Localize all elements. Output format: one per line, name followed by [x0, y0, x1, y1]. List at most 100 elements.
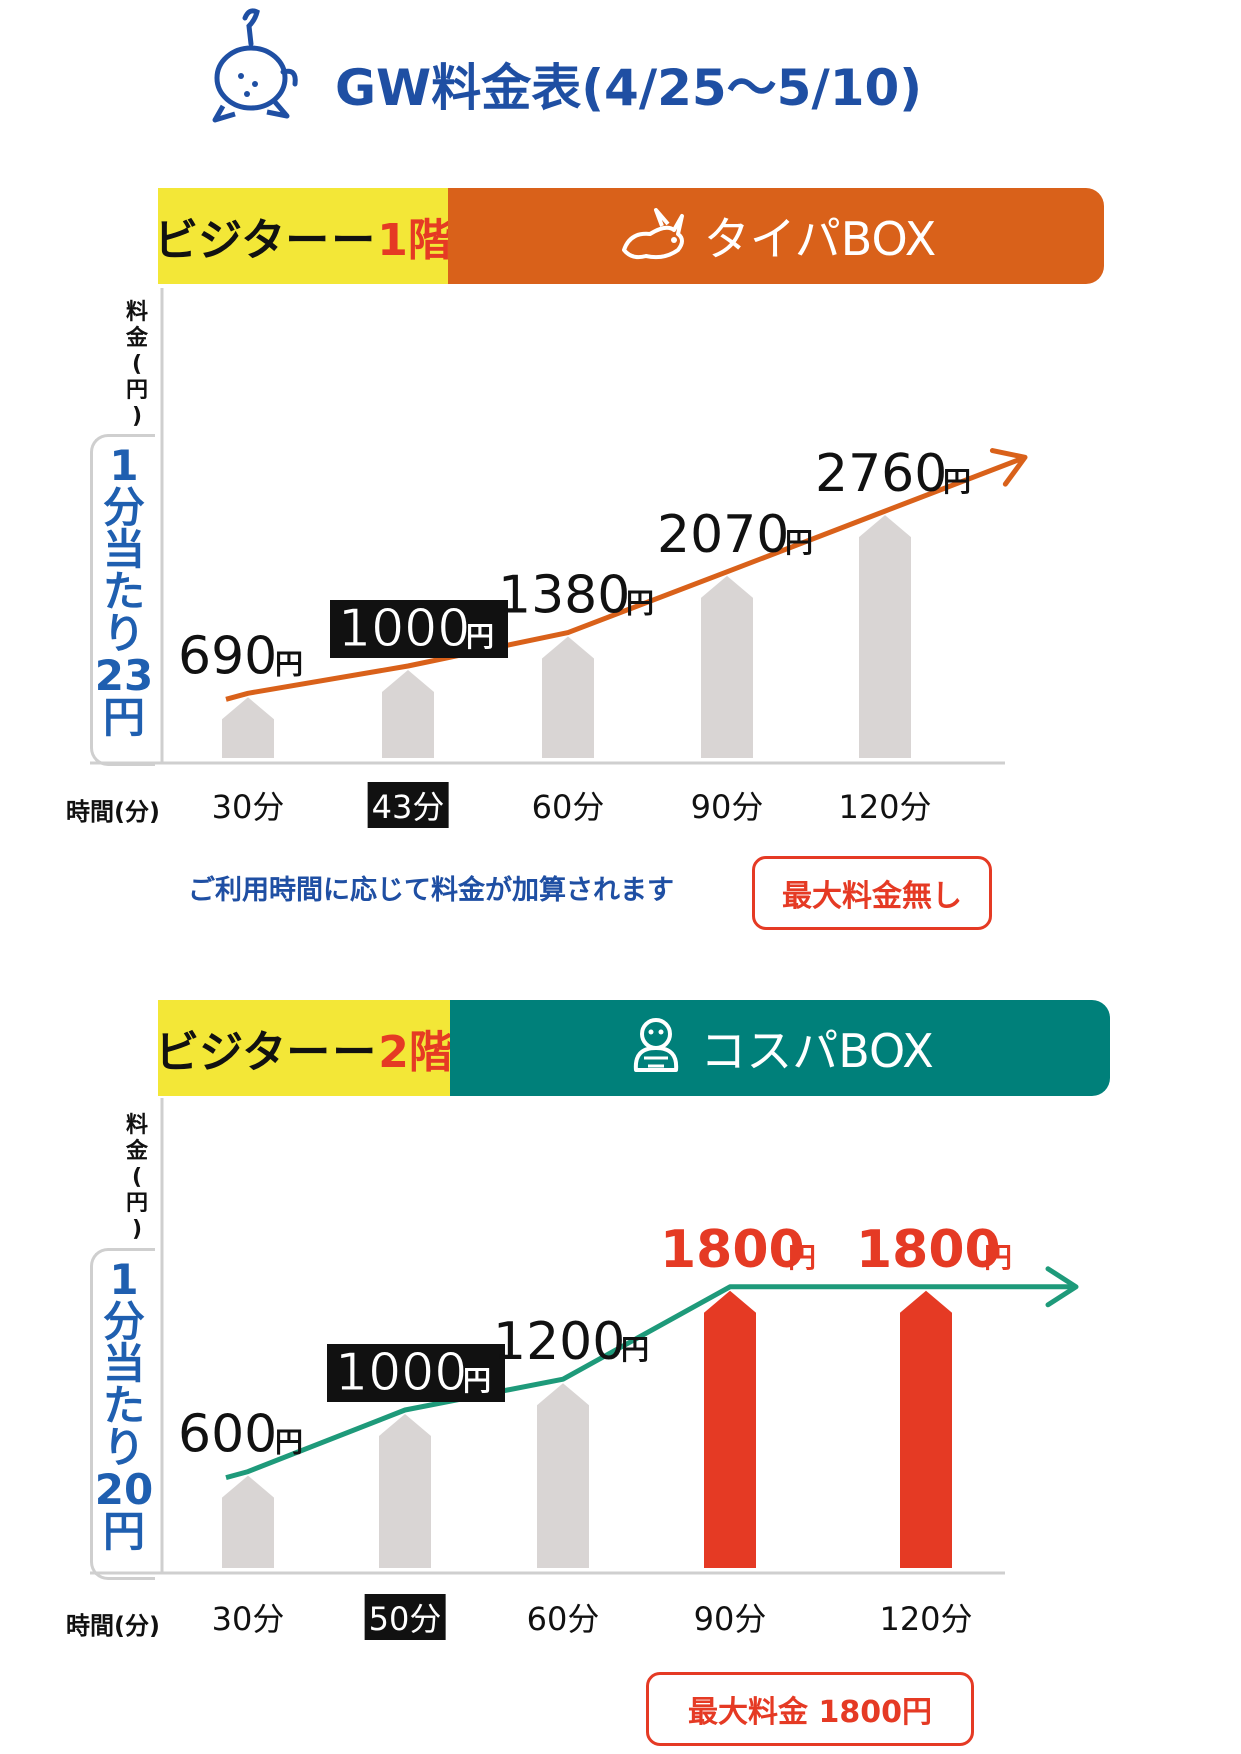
y-axis-label-char: ( — [131, 352, 143, 377]
x-tick-label: 90分 — [690, 788, 764, 826]
rate-char: 円 — [102, 693, 145, 742]
value-label-unit: 円 — [984, 1241, 1012, 1274]
rate-char: 20 — [94, 1465, 154, 1514]
y-axis-label-char: ) — [131, 404, 143, 429]
floor-label-text: ビジター — [154, 215, 330, 266]
mascot-logo-icon — [212, 8, 298, 123]
rate-char: た — [102, 1381, 145, 1430]
trend-arrow-head — [989, 448, 1028, 487]
floor-label-1: ビジターー 1階 — [154, 188, 452, 284]
y-axis-label-char: 料 — [125, 1113, 148, 1138]
rate-char: り — [102, 1423, 145, 1472]
value-label-number: 1000 — [335, 1343, 467, 1403]
bar — [900, 1290, 952, 1568]
rabbit-icon — [621, 208, 684, 260]
bar — [542, 636, 594, 758]
value-label-number: 1000 — [338, 599, 470, 659]
value-label-number: 1380 — [498, 566, 630, 626]
floor-label-2: ビジターー 2階 — [155, 1000, 453, 1096]
value-label-number: 600 — [178, 1405, 277, 1465]
bar — [537, 1383, 589, 1568]
value-label-number: 690 — [178, 626, 277, 686]
value-label-number: 1200 — [493, 1312, 625, 1372]
rate-char: た — [102, 567, 145, 616]
plan-name: コスパBOX — [700, 1024, 934, 1078]
rate-char: 1 — [109, 441, 139, 490]
per-minute-rate-2: 1 分当たり 20 円 — [90, 1248, 155, 1580]
x-tick-label: 30分 — [211, 1600, 285, 1638]
floor-number: 1階 — [377, 215, 452, 266]
trend-line — [225, 454, 1026, 702]
bar — [379, 1414, 431, 1568]
value-label-unit: 円 — [626, 587, 654, 620]
plan-header-2: コスパBOX — [450, 1000, 1110, 1096]
trend-arrow-head — [1045, 1266, 1079, 1308]
value-label-highlight — [327, 1344, 505, 1402]
value-label-unit: 円 — [463, 1364, 491, 1397]
value-label-unit: 円 — [466, 620, 494, 653]
y-axis-label-1: 料金(円) — [122, 300, 152, 430]
trend-line — [225, 1284, 1076, 1481]
x-tick-label: 120分 — [879, 1600, 973, 1638]
dash-mark: ー — [332, 1027, 377, 1078]
rate-char: 23 — [94, 651, 154, 700]
value-label-number: 2760 — [815, 444, 947, 504]
value-label-unit: 円 — [275, 647, 303, 680]
y-axis-label-char: 金 — [125, 326, 148, 351]
x-axis-label: 時間(分) — [66, 1612, 160, 1640]
value-label-unit: 円 — [785, 526, 813, 559]
bar — [382, 670, 434, 758]
dash-mark: ー — [331, 215, 376, 266]
value-label-number: 1800 — [856, 1220, 1001, 1280]
value-label-unit: 円 — [943, 465, 971, 498]
floor-number: 2階 — [378, 1027, 453, 1078]
rate-char: 当 — [102, 1339, 145, 1388]
max-fee-badge: 最大料金無し — [752, 856, 992, 930]
y-axis-label-char: 円 — [125, 378, 148, 403]
x-axis-label: 時間(分) — [66, 798, 160, 826]
value-label-unit: 円 — [621, 1333, 649, 1366]
x-tick-label: 90分 — [693, 1600, 767, 1638]
max-fee-badge: 最大料金 1800円 — [646, 1672, 974, 1746]
turtle-icon — [634, 1018, 679, 1072]
value-label-unit: 円 — [275, 1426, 303, 1459]
per-minute-rate-1: 1 分当たり 23 円 — [90, 434, 155, 766]
y-axis-label-char: 金 — [125, 1139, 148, 1164]
y-axis-label-char: ( — [131, 1165, 143, 1190]
usage-note: ご利用時間に応じて料金が加算されます — [188, 875, 674, 906]
floor-label-text: ビジター — [155, 1027, 331, 1078]
plan-header-1: タイパBOX — [448, 188, 1104, 284]
bar — [704, 1290, 756, 1568]
rate-char: 当 — [102, 525, 145, 574]
x-tick-label: 30分 — [211, 788, 285, 826]
y-axis-label-char: ) — [131, 1217, 143, 1242]
value-label: 1800円 — [660, 1220, 816, 1280]
bar — [859, 515, 911, 758]
y-axis-label-char: 料 — [125, 300, 148, 325]
bar — [701, 575, 753, 758]
x-tick-label: 43分 — [367, 782, 449, 828]
y-axis-label-2: 料金(円) — [122, 1113, 152, 1243]
bar — [222, 1475, 274, 1568]
x-tick-label: 60分 — [526, 1600, 600, 1638]
value-label-highlight — [330, 600, 508, 658]
bar — [222, 697, 274, 758]
plan-name: タイパBOX — [703, 212, 937, 266]
rate-char: 分 — [102, 1297, 145, 1346]
value-label-unit: 円 — [788, 1241, 816, 1274]
value-label-number: 2070 — [657, 505, 789, 565]
y-axis-label-char: 円 — [125, 1191, 148, 1216]
x-tick-label: 60分 — [531, 788, 605, 826]
rate-char: 1 — [109, 1255, 139, 1304]
rate-char: り — [102, 609, 145, 658]
